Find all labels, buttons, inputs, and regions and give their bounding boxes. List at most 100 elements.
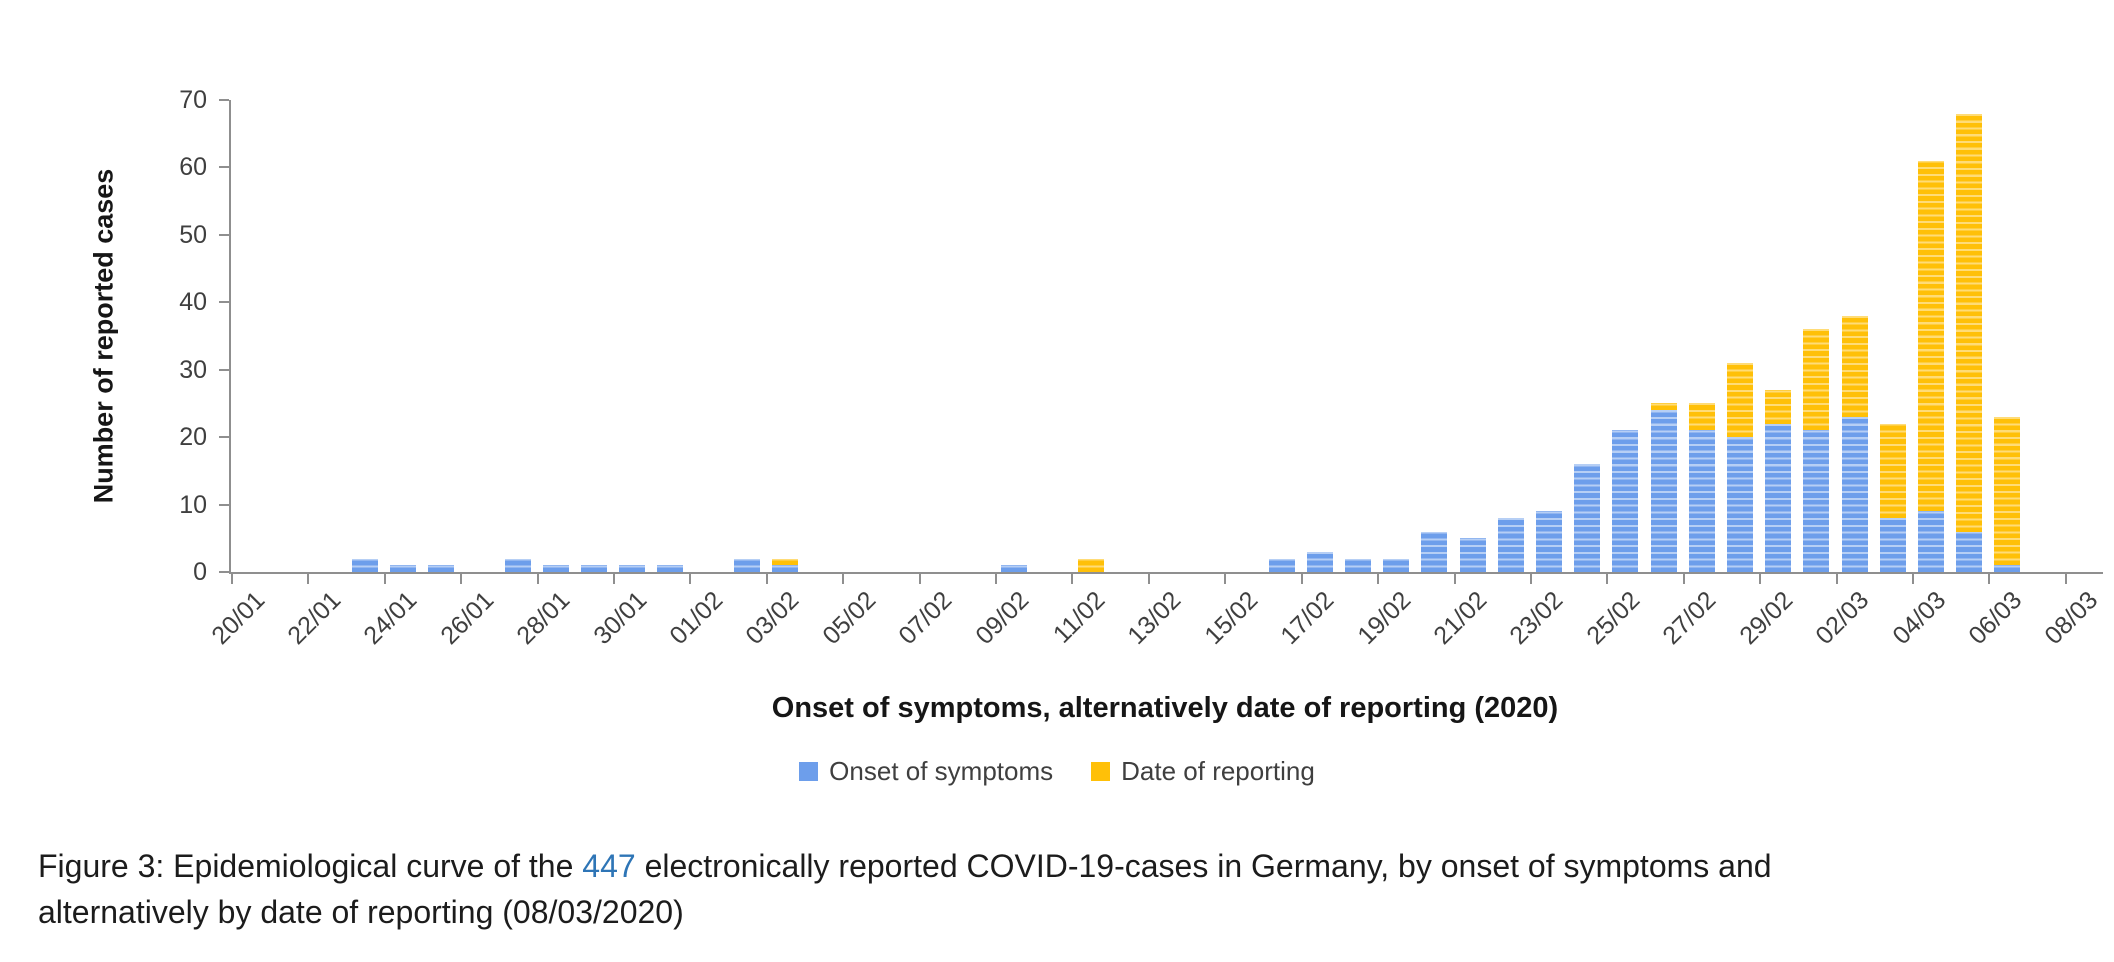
y-axis-tick	[219, 99, 229, 101]
x-axis-tick	[1453, 572, 1456, 584]
x-axis-tick	[1377, 572, 1380, 584]
bar-segment-reporting	[1077, 558, 1104, 572]
bar-11-02	[1077, 558, 1104, 572]
x-axis-label: 09/02	[969, 586, 1034, 651]
legend-item-reporting: Date of reporting	[1091, 756, 1315, 787]
x-axis-tick	[1835, 572, 1838, 584]
x-axis-tick	[2064, 572, 2067, 584]
bar-29-02	[1765, 389, 1792, 572]
y-axis-label: 70	[179, 86, 207, 114]
bar-25-02	[1612, 430, 1639, 572]
bar-segment-onset	[1345, 558, 1372, 572]
figure-caption: Figure 3: Epidemiological curve of the 4…	[38, 843, 2098, 935]
bar-segment-onset	[1612, 430, 1639, 572]
bar-21-02	[1459, 538, 1486, 572]
x-axis-label: 29/02	[1734, 586, 1799, 651]
bar-segment-onset	[657, 565, 684, 572]
legend-label-onset: Onset of symptoms	[829, 756, 1054, 786]
bar-23-01	[351, 558, 378, 572]
bar-segment-onset	[1803, 430, 1830, 572]
caption-text: electronically reported COVID-19-cases i…	[635, 848, 1772, 884]
x-axis-label: 28/01	[511, 586, 576, 651]
caption-line-1: Figure 3: Epidemiological curve of the 4…	[38, 843, 2098, 889]
bar-segment-onset	[428, 565, 455, 572]
x-axis-label: 05/02	[817, 586, 882, 651]
plot-area: 20/01 22/01 24/01 26/01 28/01 30/01 01/02 03/02…	[206, 100, 2104, 650]
x-axis-tick	[842, 572, 845, 584]
x-axis-tick	[1529, 572, 1532, 584]
y-axis-label: 0	[193, 558, 207, 586]
caption-line-2: alternatively by date of reporting (08/0…	[38, 894, 684, 930]
y-axis-label: 30	[179, 355, 207, 384]
x-axis-label: 30/01	[587, 586, 652, 651]
x-axis-tick	[231, 572, 233, 584]
x-axis-tick	[1071, 572, 1074, 584]
bar-segment-onset	[580, 565, 607, 572]
bar-segment-reporting	[1727, 363, 1754, 438]
bar-28-01	[542, 565, 569, 572]
bar-segment-onset	[1459, 538, 1486, 572]
bar-segment-reporting	[1688, 403, 1715, 431]
x-axis-tick	[918, 572, 921, 584]
x-axis-label: 04/03	[1886, 586, 1951, 651]
bar-23-02	[1536, 511, 1563, 572]
bar-segment-onset	[1001, 565, 1028, 572]
x-axis-label: 21/02	[1428, 586, 1493, 651]
y-axis-label: 50	[179, 220, 207, 249]
bar-25-01	[428, 565, 455, 572]
bar-segment-reporting	[1841, 315, 1868, 417]
bar-29-01	[580, 565, 607, 572]
bar-segment-onset	[1536, 511, 1563, 572]
y-axis-title-text: Number of reported cases	[88, 168, 119, 504]
bar-segment-onset	[1994, 565, 2021, 572]
bar-segment-onset	[542, 565, 569, 572]
x-axis-label: 26/01	[435, 586, 500, 651]
x-axis-label: 20/01	[205, 586, 270, 651]
bar-09-02	[1001, 565, 1028, 572]
x-axis-label: 27/02	[1657, 586, 1722, 651]
x-axis-label: 13/02	[1122, 586, 1187, 651]
bar-02-02	[733, 558, 760, 572]
x-axis-label: 11/02	[1047, 586, 1111, 649]
bar-22-02	[1497, 518, 1524, 572]
x-axis-label: 19/02	[1351, 586, 1417, 651]
legend-swatch-onset	[799, 762, 819, 781]
y-axis-label: 40	[179, 288, 207, 317]
x-axis-tick	[689, 572, 692, 584]
x-axis-tick	[1224, 572, 1227, 584]
x-axis-tick	[383, 572, 386, 584]
bar-segment-onset	[1268, 558, 1295, 572]
bar-segment-onset	[1688, 430, 1715, 572]
x-axis-tick	[613, 572, 616, 584]
bar-segment-onset	[1841, 416, 1868, 572]
bar-06-03	[1994, 416, 2021, 572]
bar-segment-onset	[733, 558, 760, 572]
bar-03-02	[771, 558, 798, 572]
legend-label-reporting: Date of reporting	[1121, 756, 1315, 786]
bar-segment-onset	[1727, 437, 1754, 572]
y-axis-tick	[219, 436, 229, 439]
bar-16-02	[1268, 558, 1295, 572]
x-axis-tick	[1300, 572, 1303, 584]
bar-17-02	[1306, 551, 1333, 572]
bar-segment-onset	[504, 558, 531, 572]
y-axis-tick	[219, 571, 229, 573]
x-axis-label: 22/01	[282, 586, 347, 651]
bar-24-02	[1574, 464, 1601, 572]
bar-segment-onset	[1574, 464, 1601, 572]
bar-segment-onset	[1918, 511, 1945, 572]
legend-item-onset: Onset of symptoms	[799, 756, 1053, 787]
y-axis-label: 60	[179, 153, 207, 182]
y-axis-label: 20	[179, 423, 207, 452]
x-axis-tick	[995, 572, 998, 584]
bar-05-03	[1956, 113, 1983, 572]
caption-text: Figure 3: Epidemiological curve of the	[38, 848, 583, 884]
x-axis-tick	[460, 572, 463, 584]
bar-segment-reporting	[1956, 113, 1983, 532]
y-axis-tick	[219, 166, 229, 169]
bar-27-01	[504, 558, 531, 572]
x-axis-label: 02/03	[1810, 586, 1875, 651]
bar-segment-reporting	[771, 558, 798, 566]
legend: Onset of symptoms Date of reporting	[0, 756, 2114, 787]
